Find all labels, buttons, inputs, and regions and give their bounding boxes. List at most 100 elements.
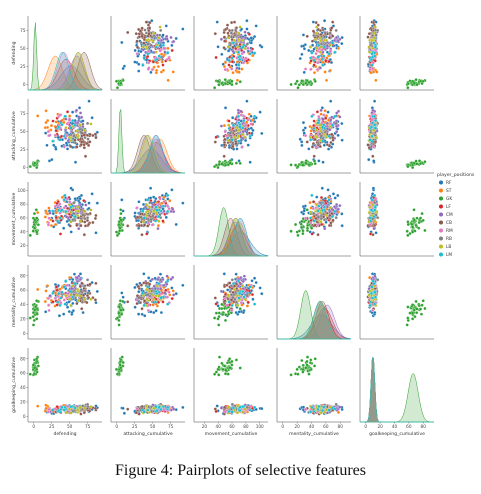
- scatter-point-LB: [76, 205, 80, 209]
- scatter-point-ST: [222, 64, 227, 69]
- scatter-point-RF: [311, 43, 315, 47]
- scatter-point-CM: [219, 289, 223, 293]
- scatter-point-LF: [315, 110, 319, 114]
- scatter-point-RF: [45, 143, 49, 147]
- scatter-point-LM: [155, 57, 159, 61]
- scatter-point-RB: [230, 278, 234, 282]
- scatter-point-GK: [118, 226, 122, 230]
- scatter-point-LB: [373, 36, 377, 40]
- scatter-point-GK: [301, 229, 305, 233]
- scatter-point-LB: [241, 132, 245, 137]
- scatter-point-RM: [244, 123, 248, 127]
- scatter-point-RF: [307, 48, 311, 53]
- scatter-point-RF: [170, 286, 174, 290]
- scatter-point-GK: [412, 161, 416, 165]
- scatter-point-LB: [371, 46, 375, 51]
- scatter-point-LF: [146, 54, 150, 59]
- scatter-point-LM: [236, 50, 241, 54]
- scatter-point-LM: [155, 291, 159, 296]
- scatter-point-LF: [327, 59, 331, 64]
- scatter-point-LM: [368, 303, 372, 307]
- scatter-point-LM: [157, 54, 161, 58]
- scatter-point-ST: [44, 120, 48, 125]
- scatter-point-CB: [134, 32, 138, 36]
- scatter-point-CB: [75, 301, 79, 306]
- scatter-point-RF: [158, 272, 163, 276]
- scatter-point-GK: [306, 223, 310, 227]
- scatter-point-GK: [234, 81, 238, 86]
- scatter-point-LM: [155, 208, 159, 212]
- scatter-point-CB: [94, 136, 98, 140]
- scatter-point-ST: [159, 70, 164, 74]
- scatter-point-LB: [367, 45, 371, 49]
- scatter-point-RB: [139, 296, 143, 300]
- scatter-point-LF: [250, 292, 255, 297]
- scatter-point-CB: [222, 143, 226, 147]
- scatter-point-RB: [73, 141, 77, 145]
- scatter-point-GK: [28, 164, 32, 169]
- scatter-point-CB: [223, 39, 227, 43]
- scatter-point-CM: [335, 124, 339, 128]
- scatter-point-RF: [260, 45, 264, 49]
- y-tick-label: 20: [20, 243, 26, 248]
- scatter-point-ST: [68, 114, 72, 118]
- scatter-point-LB: [308, 45, 313, 49]
- scatter-point-LF: [161, 63, 165, 67]
- scatter-point-CB: [126, 224, 130, 228]
- scatter-point-LM: [141, 209, 145, 213]
- scatter-point-RB: [334, 121, 338, 125]
- scatter-point-ST: [372, 70, 376, 74]
- scatter-point-LB: [71, 284, 75, 288]
- scatter-point-RM: [239, 301, 243, 305]
- scatter-point-LF: [309, 59, 313, 63]
- scatter-point-CM: [241, 130, 245, 134]
- scatter-point-CB: [327, 36, 332, 40]
- scatter-point-CM: [335, 35, 339, 40]
- scatter-point-RF: [57, 314, 62, 318]
- scatter-point-RF: [141, 202, 146, 206]
- scatter-point-LB: [237, 38, 241, 42]
- scatter-point-GK: [417, 303, 421, 308]
- scatter-point-LF: [230, 60, 235, 64]
- scatter-point-CB: [331, 218, 335, 222]
- scatter-point-LM: [370, 52, 374, 56]
- scatter-point-RB: [323, 35, 327, 39]
- scatter-point-RF: [336, 193, 340, 198]
- scatter-point-CB: [78, 284, 82, 289]
- scatter-point-LM: [253, 114, 257, 118]
- scatter-point-CB: [82, 411, 86, 415]
- scatter-point-LM: [63, 114, 67, 118]
- scatter-point-CM: [321, 117, 325, 121]
- scatter-point-GK: [118, 299, 122, 303]
- scatter-point-GK: [414, 299, 418, 304]
- scatter-point-GK: [412, 218, 416, 222]
- scatter-point-RM: [62, 298, 66, 302]
- panel-mentality_cumulative-vs-mentality_cumulative: [276, 265, 352, 340]
- scatter-point-RM: [249, 122, 253, 126]
- scatter-point-LF: [324, 59, 328, 63]
- scatter-point-GK: [35, 299, 39, 303]
- scatter-point-RM: [146, 308, 151, 312]
- scatter-point-RF: [65, 305, 70, 309]
- scatter-point-CM: [172, 293, 176, 297]
- scatter-point-LM: [373, 54, 377, 58]
- scatter-point-CB: [148, 282, 152, 286]
- scatter-point-RF: [215, 20, 219, 24]
- scatter-point-GK: [117, 305, 121, 309]
- scatter-point-LF: [54, 285, 59, 289]
- scatter-point-CB: [75, 223, 79, 227]
- scatter-point-GK: [117, 323, 121, 327]
- scatter-point-RM: [241, 61, 246, 65]
- scatter-point-RF: [51, 212, 55, 216]
- scatter-point-CB: [140, 233, 144, 237]
- scatter-point-ST: [323, 109, 327, 113]
- scatter-point-LB: [374, 136, 378, 140]
- scatter-point-GK: [421, 218, 425, 222]
- scatter-point-RF: [44, 131, 48, 135]
- scatter-point-CB: [138, 212, 143, 216]
- scatter-point-LM: [238, 291, 242, 296]
- scatter-point-GK: [223, 82, 228, 86]
- scatter-point-LM: [62, 134, 66, 138]
- scatter-point-CM: [336, 39, 340, 43]
- scatter-point-LM: [242, 119, 246, 123]
